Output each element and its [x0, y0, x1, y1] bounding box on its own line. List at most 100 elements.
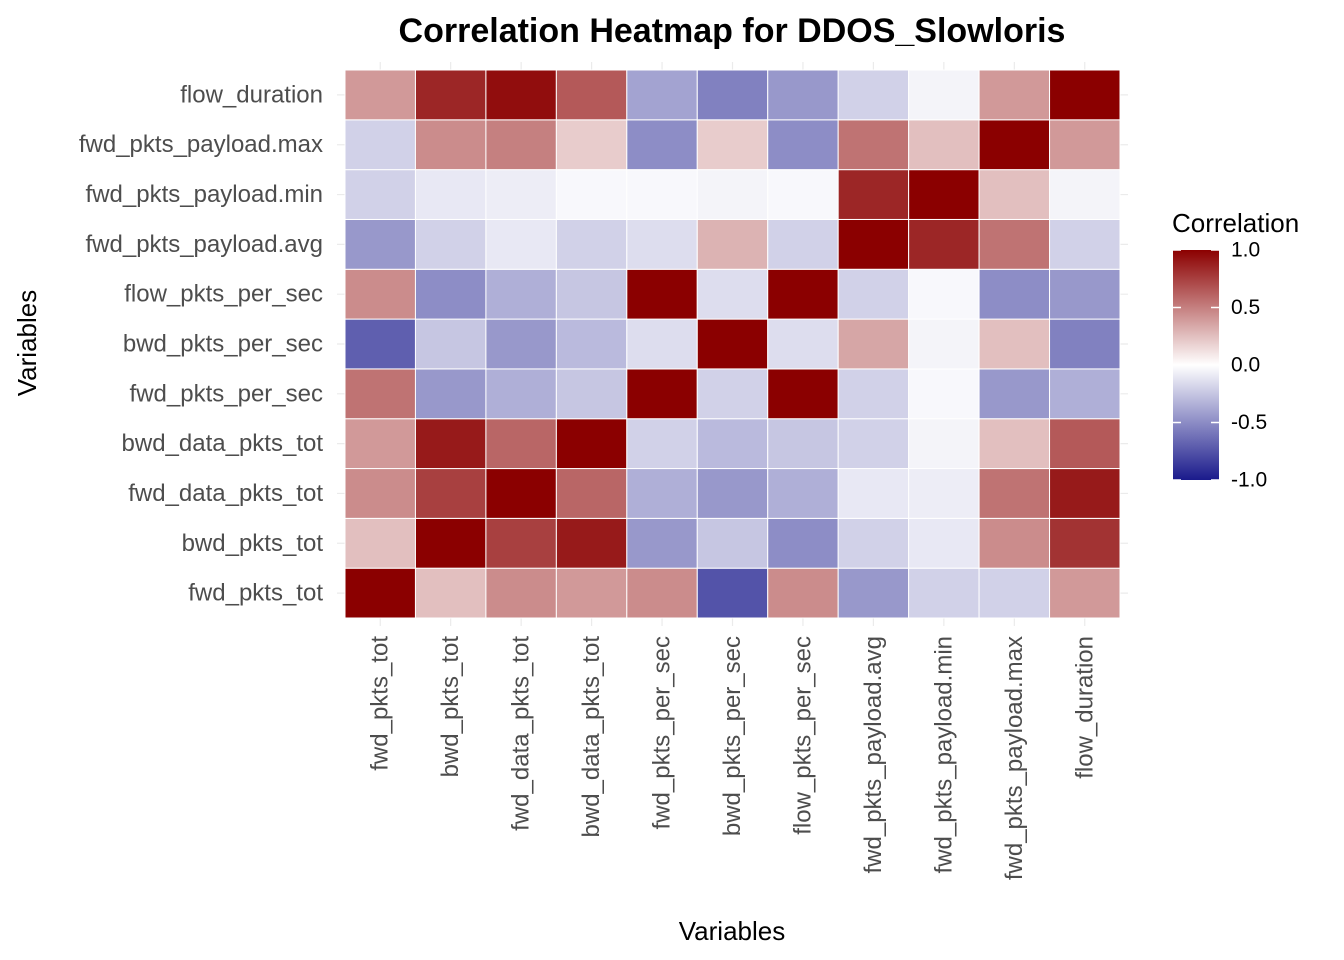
y-tick-label: fwd_pkts_tot	[188, 580, 323, 607]
heatmap-cell	[767, 69, 839, 121]
heatmap-cell	[908, 468, 980, 519]
heatmap-cell	[767, 468, 839, 519]
heatmap-cell	[837, 368, 910, 420]
heatmap-cell	[908, 318, 980, 370]
heatmap-cell	[555, 567, 628, 619]
heatmap-cell	[1049, 567, 1121, 619]
heatmap-cell	[344, 268, 416, 320]
heatmap-cell	[1049, 268, 1121, 320]
heatmap-cell	[978, 517, 1051, 569]
x-tick-label: fwd_pkts_payload.avg	[860, 636, 887, 874]
heatmap-cell	[696, 318, 769, 370]
heatmap-cell	[414, 169, 487, 220]
legend-tick-label: 1.0	[1231, 239, 1260, 262]
heatmap-cell	[485, 517, 557, 569]
heatmap-cell	[485, 468, 557, 519]
heatmap-cell	[767, 169, 839, 220]
y-axis-title: Variables	[12, 290, 42, 396]
heatmap-cell	[344, 567, 416, 619]
x-tick-label: fwd_data_pkts_tot	[508, 636, 535, 831]
heatmap-cell	[767, 517, 839, 569]
y-tick-label: bwd_pkts_tot	[182, 530, 324, 557]
heatmap-cell	[767, 368, 839, 420]
y-tick-label: flow_duration	[180, 81, 323, 108]
heatmap-cell	[767, 119, 839, 171]
heatmap-cell	[555, 468, 628, 519]
heatmap-cell	[978, 567, 1051, 619]
heatmap-cell	[908, 418, 980, 470]
heatmap-cell	[414, 218, 487, 270]
heatmap-cell	[626, 318, 698, 370]
heatmap-cell	[837, 567, 910, 619]
heatmap-cell	[344, 517, 416, 569]
heatmap-cell	[837, 169, 910, 220]
heatmap-cell	[344, 368, 416, 420]
heatmap-cell	[485, 69, 557, 121]
legend-title: Correlation	[1172, 208, 1299, 238]
heatmap-cell	[414, 318, 487, 370]
heatmap-cell	[696, 468, 769, 519]
x-tick-label: bwd_data_pkts_tot	[578, 636, 605, 838]
heatmap-cell	[767, 567, 839, 619]
heatmap-cell	[978, 69, 1051, 121]
legend-tick-label: 0.0	[1231, 354, 1260, 377]
heatmap-cell	[555, 268, 628, 320]
heatmap-cell	[485, 567, 557, 619]
heatmap-cell	[696, 169, 769, 220]
heatmap-cell	[555, 69, 628, 121]
heatmap-cell	[908, 517, 980, 569]
heatmap-cell	[414, 368, 487, 420]
heatmap-cell	[908, 69, 980, 121]
heatmap-cell	[696, 567, 769, 619]
heatmap-cell	[344, 318, 416, 370]
heatmap-cell	[344, 218, 416, 270]
y-tick-label: fwd_pkts_payload.avg	[86, 231, 324, 258]
y-tick-label: fwd_pkts_payload.min	[86, 181, 323, 208]
y-tick-label: bwd_pkts_per_sec	[123, 331, 323, 358]
x-tick-label: flow_pkts_per_sec	[789, 636, 816, 835]
heatmap-cell	[414, 468, 487, 519]
y-tick-label: fwd_pkts_per_sec	[130, 380, 323, 407]
heatmap-cell	[696, 418, 769, 470]
heatmap-cell	[767, 218, 839, 270]
heatmap-cell	[978, 119, 1051, 171]
x-tick-label: bwd_pkts_per_sec	[719, 636, 746, 836]
y-tick-label: bwd_data_pkts_tot	[122, 430, 324, 457]
heatmap-cell	[626, 119, 698, 171]
heatmap-cell	[626, 169, 698, 220]
heatmap-cell	[696, 368, 769, 420]
heatmap-cell	[978, 468, 1051, 519]
heatmap-cell	[978, 368, 1051, 420]
heatmap-cell	[555, 169, 628, 220]
heatmap-cell	[1049, 318, 1121, 370]
x-tick-label: fwd_pkts_tot	[367, 636, 394, 771]
heatmap-cell	[696, 517, 769, 569]
heatmap-cell	[837, 468, 910, 519]
heatmap-cell	[1049, 418, 1121, 470]
heatmap-cell	[837, 119, 910, 171]
heatmap-cell	[485, 368, 557, 420]
heatmap-cell	[555, 318, 628, 370]
x-tick-label: bwd_pkts_tot	[437, 636, 464, 778]
heatmap-cell	[837, 318, 910, 370]
y-axis-tick-labels: fwd_pkts_tot bwd_pkts_tot fwd_data_pkts_to…	[79, 81, 323, 606]
heatmap-cell	[837, 268, 910, 320]
x-tick-label: fwd_pkts_per_sec	[649, 636, 676, 829]
heatmap-cell	[696, 218, 769, 270]
heatmap-cell	[344, 69, 416, 121]
heatmap-cell	[696, 69, 769, 121]
heatmap-cell	[1049, 218, 1121, 270]
legend-tick-label: 0.5	[1231, 296, 1260, 319]
heatmap-cell	[626, 567, 698, 619]
heatmap-cell	[908, 119, 980, 171]
heatmap-cell	[626, 69, 698, 121]
heatmap-cell	[626, 517, 698, 569]
heatmap-cell	[978, 268, 1051, 320]
legend-ticks: 1.0 0.5 0.0 -0.5 -1.0	[1173, 239, 1267, 492]
heatmap-cell	[626, 418, 698, 470]
heatmap-cell	[1049, 468, 1121, 519]
heatmap-cell	[485, 169, 557, 220]
heatmap-cell	[414, 119, 487, 171]
heatmap-cell	[414, 418, 487, 470]
heatmap-cell	[414, 567, 487, 619]
